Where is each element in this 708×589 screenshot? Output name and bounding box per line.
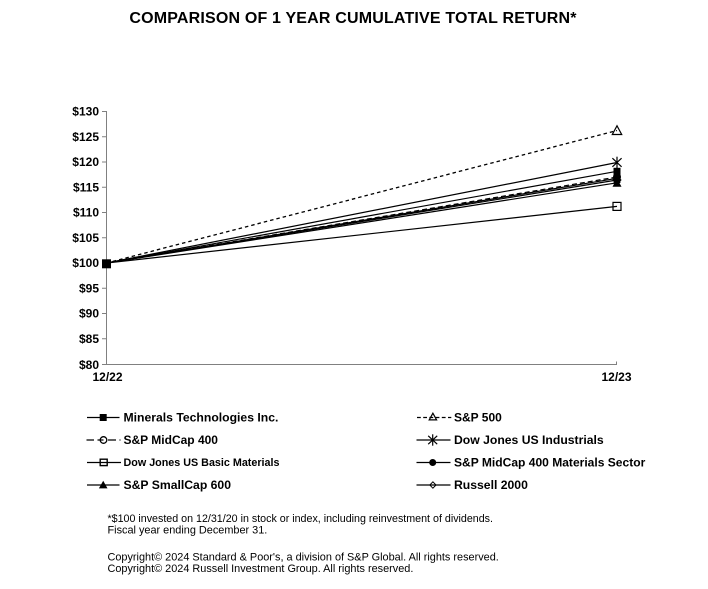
svg-text:$130: $130	[72, 105, 99, 119]
svg-text:Fiscal year ending December 31: Fiscal year ending December 31.	[108, 525, 268, 537]
svg-text:Copyright© 2024 Russell Invest: Copyright© 2024 Russell Investment Group…	[108, 563, 414, 575]
svg-text:Dow Jones US Basic Materials: Dow Jones US Basic Materials	[124, 457, 280, 469]
svg-text:$120: $120	[72, 155, 99, 169]
svg-text:$110: $110	[73, 206, 99, 220]
svg-text:$80: $80	[79, 358, 99, 372]
svg-text:Russell 2000: Russell 2000	[454, 478, 528, 492]
svg-text:Minerals Technologies Inc.: Minerals Technologies Inc.	[124, 410, 279, 424]
svg-text:S&P SmallCap 600: S&P SmallCap 600	[124, 478, 232, 492]
svg-text:$105: $105	[72, 231, 99, 245]
svg-text:COMPARISON OF 1 YEAR CUMULATIV: COMPARISON OF 1 YEAR CUMULATIVE TOTAL RE…	[129, 10, 577, 27]
svg-text:$85: $85	[79, 332, 99, 346]
svg-text:$95: $95	[79, 281, 99, 295]
svg-text:*$100 invested on 12/31/20 in: *$100 invested on 12/31/20 in stock or i…	[108, 513, 494, 525]
svg-text:S&P MidCap 400: S&P MidCap 400	[124, 433, 219, 447]
svg-text:$115: $115	[73, 180, 99, 194]
svg-text:S&P 500: S&P 500	[454, 410, 502, 424]
svg-text:12/22: 12/22	[92, 370, 122, 384]
svg-text:12/23: 12/23	[601, 370, 631, 384]
svg-text:Copyright© 2024 Standard & Poo: Copyright© 2024 Standard & Poor's, a div…	[108, 552, 499, 564]
svg-text:$125: $125	[72, 130, 99, 144]
svg-text:Dow Jones US Industrials: Dow Jones US Industrials	[454, 433, 604, 447]
svg-text:S&P MidCap 400 Materials Secto: S&P MidCap 400 Materials Sector	[454, 455, 646, 469]
svg-text:$100: $100	[72, 256, 99, 270]
svg-text:$90: $90	[79, 307, 99, 321]
